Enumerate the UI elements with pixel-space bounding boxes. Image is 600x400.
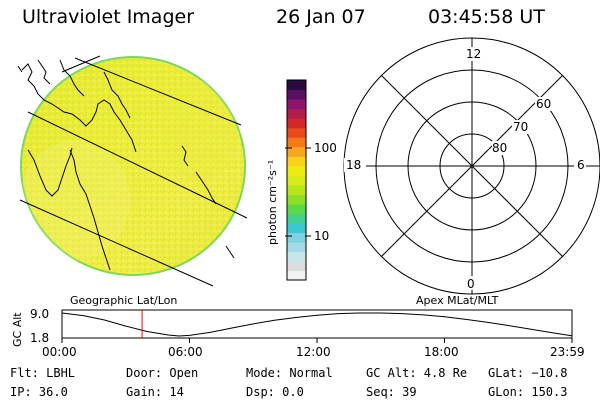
altitude-timeline [61, 309, 573, 343]
colorbar-segment [287, 260, 306, 272]
colorbar-segment [287, 251, 306, 262]
timeline-ytick-9: 9.0 [30, 307, 49, 321]
colorbar-segment [287, 89, 306, 100]
mlat-label-70: 70 [513, 120, 528, 134]
colorbar-segment [287, 99, 306, 110]
mlt-label-18: 18 [346, 158, 361, 172]
app-title: Ultraviolet Imager [22, 6, 194, 28]
colorbar-segment [287, 108, 306, 119]
timeline-xtick-0600: 06:00 [168, 345, 203, 359]
timeline-ytick-1-8: 1.8 [30, 331, 49, 345]
colorbar-frame [286, 79, 307, 281]
colorbar-tick-10: 10 [314, 229, 329, 243]
colorbar-unit-label: photon cm⁻²s⁻¹ [266, 160, 279, 245]
polar-panel-label: Apex MLat/MLT [416, 294, 499, 307]
geo-panel-label: Geographic Lat/Lon [70, 294, 177, 307]
colorbar-segment [287, 194, 306, 205]
colorbar-segment [287, 137, 306, 148]
info-gc-alt: GC Alt: 4.8 Re [366, 366, 467, 380]
timeline-xtick-1800: 18:00 [424, 345, 459, 359]
colorbar-segment [287, 232, 306, 243]
mlt-label-12: 12 [466, 47, 481, 61]
color-scale-bar [286, 79, 307, 281]
mlt-label-6: 6 [577, 158, 585, 172]
info-filter: Flt: LBHL [10, 366, 75, 380]
colorbar-segment [287, 156, 306, 167]
colorbar-segment [287, 241, 306, 253]
info-seq: Seq: 39 [366, 385, 417, 399]
header-date: 26 Jan 07 [276, 6, 366, 28]
colorbar-segment [287, 118, 306, 129]
timeline-xtick-0000: 00:00 [42, 345, 77, 359]
coastline-map [17, 59, 235, 271]
colorbar-segment [287, 203, 306, 214]
colorbar-segment [287, 270, 306, 281]
info-glat: GLat: −10.8 [488, 366, 567, 380]
polar-plot [343, 37, 600, 295]
info-dsp: Dsp: 0.0 [246, 385, 304, 399]
colorbar-segment [287, 213, 306, 224]
info-mode: Mode: Normal [246, 366, 333, 380]
info-door: Door: Open [126, 366, 198, 380]
colorbar-segment [287, 222, 306, 233]
info-gain: Gain: 14 [126, 385, 184, 399]
colorbar-segment [287, 184, 306, 195]
geo-grid-lines [19, 55, 248, 287]
info-ip: IP: 36.0 [10, 385, 68, 399]
colorbar-segment [287, 175, 306, 186]
mlat-label-60: 60 [536, 97, 551, 111]
info-glon: GLon: 150.3 [488, 385, 567, 399]
colorbar-segment [287, 127, 306, 138]
colorbar-segment [287, 146, 306, 157]
earth-image [20, 56, 246, 276]
colorbar-tick-100: 100 [314, 141, 337, 155]
colorbar-segment [287, 80, 306, 91]
timeline-y-axis-label: GC Alt [11, 312, 24, 347]
timeline-xtick-1200: 12:00 [296, 345, 331, 359]
mlt-label-0: 0 [467, 277, 475, 291]
timeline-xtick-2359: 23:59 [550, 345, 585, 359]
timeline-ticks [61, 338, 573, 343]
colorbar-segment [287, 165, 306, 176]
mlat-label-80: 80 [492, 141, 507, 155]
altitude-curve [61, 312, 572, 337]
header-time: 03:45:58 UT [428, 6, 545, 28]
